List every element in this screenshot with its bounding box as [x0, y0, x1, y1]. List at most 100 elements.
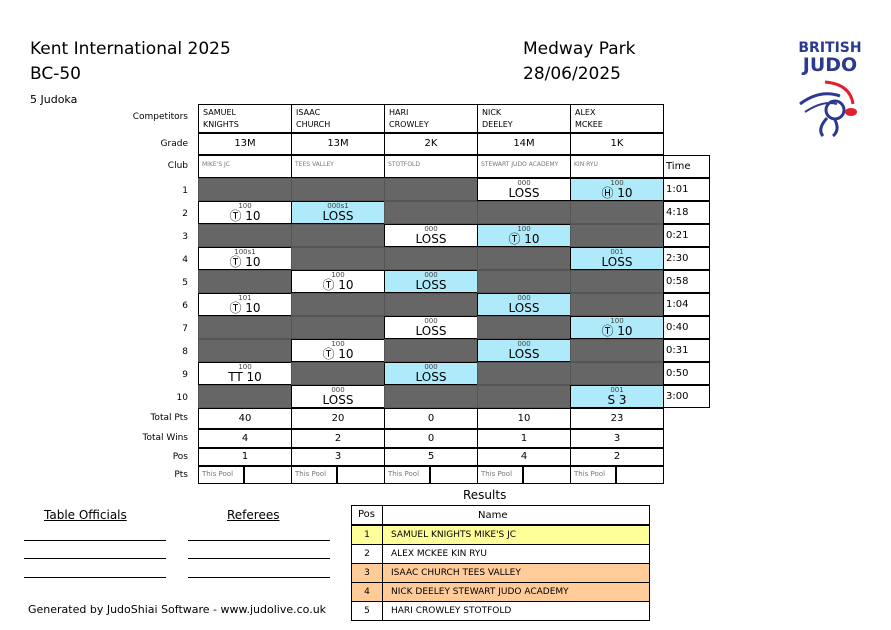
match-time: 1:04 [663, 293, 710, 316]
match-time: 4:18 [663, 201, 710, 224]
empty-match-cell [477, 385, 571, 408]
grade-cell: 2K [384, 133, 478, 155]
match-number: 4 [182, 255, 188, 265]
total-pts-cell: 40 [198, 408, 292, 429]
match-result: Ⓣ 10 [229, 209, 261, 223]
match-result: TT 10 [228, 370, 262, 384]
competitors-label: Competitors [132, 112, 188, 122]
match-result: LOSS [415, 324, 447, 338]
club-cell: STOTFOLD [384, 155, 478, 178]
competitor-name-cell: SAMUEL KNIGHTS [198, 104, 292, 133]
total-wins-cell: 4 [198, 429, 292, 448]
match-number: 9 [182, 370, 188, 380]
empty-match-cell [291, 293, 385, 316]
footer: Generated by JudoShiai Software - www.ju… [28, 603, 327, 616]
match-result: LOSS [508, 186, 540, 200]
empty-match-cell [384, 339, 478, 362]
empty-match-cell [198, 339, 292, 362]
match-result-cell: 100 Ⓣ 10 [570, 316, 664, 339]
judoka-emblem-icon [799, 80, 857, 138]
this-pool-cell: This Pool [198, 466, 244, 484]
match-result: LOSS [415, 370, 447, 384]
match-result-cell: 000s1 LOSS [291, 201, 385, 224]
match-result: S 3 [607, 393, 627, 407]
match-score: 001 [610, 248, 624, 256]
empty-match-cell [291, 224, 385, 247]
british-judo-logo: BRITISH JUDO [795, 40, 865, 142]
match-result: Ⓣ 10 [322, 278, 354, 292]
results-name-cell: SAMUEL KNIGHTS MIKE'S JC [382, 525, 650, 545]
match-result-cell: 000 LOSS [384, 316, 478, 339]
empty-match-cell [384, 385, 478, 408]
match-result-cell: 000 LOSS [384, 270, 478, 293]
logo-text-2: JUDO [802, 54, 858, 76]
this-pool-cell: This Pool [291, 466, 337, 484]
category: BC-50 [30, 64, 81, 84]
match-score: 100 [610, 317, 624, 325]
match-score: 000s1 [327, 202, 349, 210]
match-time: 1:01 [663, 178, 710, 201]
pos-cell: 5 [384, 448, 478, 466]
event-title: Kent International 2025 [30, 39, 231, 59]
match-result-cell: 100 TT 10 [198, 362, 292, 385]
referee-line [188, 540, 330, 541]
match-number: 7 [182, 324, 188, 334]
results-name-cell: NICK DEELEY STEWART JUDO ACADEMY [382, 582, 650, 602]
match-score: 100 [610, 179, 624, 187]
competitor-name-cell: HARI CROWLEY [384, 104, 478, 133]
grade-cell: 13M [198, 133, 292, 155]
this-pool-cell: This Pool [570, 466, 616, 484]
match-score: 100s1 [234, 248, 256, 256]
empty-match-cell [198, 178, 292, 201]
club-label: Club [167, 161, 188, 171]
referees-label: Referees [227, 508, 280, 522]
grade-label: Grade [160, 139, 188, 149]
match-result-cell: 000 LOSS [384, 362, 478, 385]
total-pts-cell: 0 [384, 408, 478, 429]
results-title: Results [463, 488, 507, 502]
competitor-first-name: HARI [389, 108, 409, 117]
empty-match-cell [384, 293, 478, 316]
pos-cell: 4 [477, 448, 571, 466]
match-score: 001 [610, 386, 624, 394]
match-result-cell: 000 LOSS [477, 293, 571, 316]
empty-match-cell [198, 385, 292, 408]
this-pool-cell: This Pool [384, 466, 430, 484]
match-result-cell: 000 LOSS [477, 178, 571, 201]
results-name-cell: ALEX MCKEE KIN RYU [382, 544, 650, 564]
match-result-cell: 001 LOSS [570, 247, 664, 270]
table-officials-label: Table Officials [44, 508, 127, 522]
pool-pts-cell [523, 466, 571, 484]
total-pts-label: Total Pts [150, 413, 188, 423]
match-result-cell: 001 S 3 [570, 385, 664, 408]
pts-label: Pts [174, 470, 188, 480]
match-score: 000 [517, 294, 531, 302]
match-result: LOSS [508, 347, 540, 361]
official-line [24, 540, 166, 541]
match-result-cell: 000 LOSS [477, 339, 571, 362]
match-number: 2 [182, 209, 188, 219]
competitor-first-name: ALEX [575, 108, 596, 117]
match-result: Ⓣ 10 [508, 232, 540, 246]
pos-cell: 3 [291, 448, 385, 466]
empty-match-cell [291, 247, 385, 270]
competitor-first-name: SAMUEL [203, 108, 236, 117]
competitor-last-name: CHURCH [296, 120, 331, 129]
match-score: 100 [331, 340, 345, 348]
match-time: 3:00 [663, 385, 710, 408]
match-result: LOSS [508, 301, 540, 315]
match-result: LOSS [415, 278, 447, 292]
match-number: 6 [182, 301, 188, 311]
match-time: 0:50 [663, 362, 710, 385]
total-wins-cell: 3 [570, 429, 664, 448]
empty-match-cell [291, 362, 385, 385]
match-result: Ⓣ 10 [229, 301, 261, 315]
total-wins-label: Total Wins [142, 433, 188, 443]
match-result-cell: 100s1 Ⓣ 10 [198, 247, 292, 270]
referee-line [188, 558, 330, 559]
match-result: Ⓗ 10 [601, 186, 633, 200]
empty-match-cell [384, 201, 478, 224]
match-result-cell: 100 Ⓣ 10 [291, 339, 385, 362]
empty-match-cell [198, 316, 292, 339]
match-time: 0:40 [663, 316, 710, 339]
